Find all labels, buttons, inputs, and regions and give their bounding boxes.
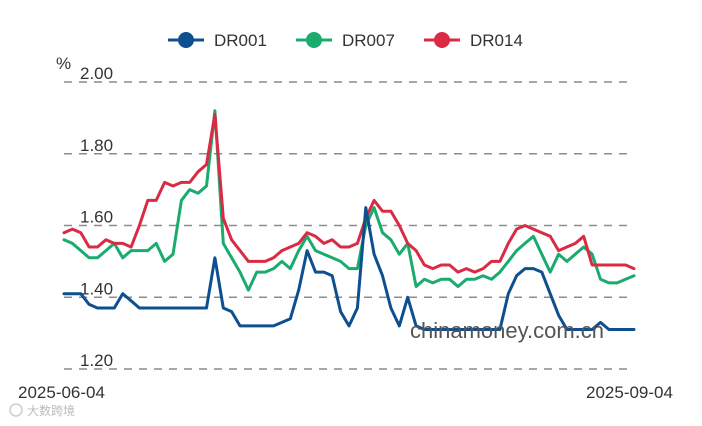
- legend-item-dr014[interactable]: DR014: [424, 31, 523, 50]
- legend-item-dr007[interactable]: DR007: [296, 31, 395, 50]
- legend-label: DR014: [470, 31, 523, 50]
- legend-label: DR007: [342, 31, 395, 50]
- series-line-dr001: [62, 206, 636, 331]
- y-axis-tick-labels: 2.00 1.80 1.60 1.40 1.20: [80, 64, 113, 370]
- footer-logo: 大数跨境: [9, 403, 75, 418]
- series-lines: [62, 109, 636, 331]
- legend: DR001 DR007 DR014: [168, 31, 523, 50]
- y-tick-label: 1.40: [80, 279, 113, 298]
- x-axis-last-label: 2025-09-04: [586, 383, 673, 402]
- y-tick-label: 1.80: [80, 136, 113, 155]
- legend-marker: [178, 32, 194, 48]
- legend-marker: [306, 32, 322, 48]
- y-tick-label: 1.20: [80, 351, 113, 370]
- grid-lines: [64, 81, 634, 370]
- footer-logo-text: 大数跨境: [27, 403, 75, 418]
- y-tick-label: 1.60: [80, 208, 113, 227]
- y-axis-unit-label: %: [56, 54, 71, 73]
- x-axis-first-label: 2025-06-04: [18, 383, 105, 402]
- series-line-dr014: [62, 112, 636, 274]
- legend-marker: [434, 32, 450, 48]
- logo-icon: [9, 403, 23, 417]
- series-line-dr007: [62, 109, 636, 292]
- legend-item-dr001[interactable]: DR001: [168, 31, 267, 50]
- legend-label: DR001: [214, 31, 267, 50]
- y-tick-label: 2.00: [80, 64, 113, 83]
- watermark: chinamoney.com.cn: [410, 318, 604, 343]
